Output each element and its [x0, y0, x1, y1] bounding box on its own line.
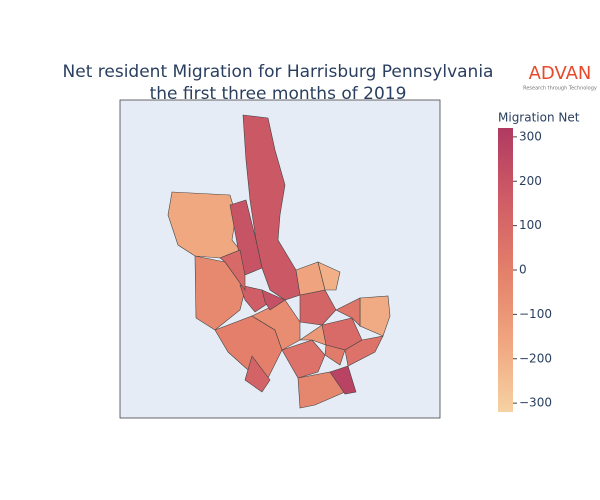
- chart-title: Net resident Migration for Harrisburg Pe…: [63, 62, 494, 82]
- region: [299, 324, 327, 346]
- region: [324, 344, 346, 366]
- region: [261, 289, 286, 311]
- colorbar-tick-label: 100: [519, 218, 542, 232]
- colorbar: [498, 128, 513, 412]
- colorbar-tick-label: 300: [519, 129, 542, 143]
- region: [219, 249, 246, 291]
- region: [335, 297, 361, 327]
- region: [317, 261, 341, 291]
- region: [244, 355, 271, 393]
- region: [229, 199, 263, 276]
- region: [297, 371, 346, 409]
- colorbar-tick-label: −300: [519, 396, 552, 410]
- colorbar-tick-label: 200: [519, 174, 542, 188]
- logo: ADVAN: [529, 63, 592, 84]
- region: [344, 335, 384, 367]
- logo-tagline: Research through Technology: [523, 86, 597, 92]
- colorbar-tick-label: −200: [519, 351, 552, 365]
- region: [329, 365, 357, 395]
- colorbar-title: Migration Net: [498, 111, 580, 125]
- region: [281, 339, 326, 379]
- chart-subtitle: the first three months of 2019: [150, 84, 407, 104]
- colorbar-tick-label: 0: [519, 263, 527, 277]
- colorbar-tick-label: −100: [519, 307, 552, 321]
